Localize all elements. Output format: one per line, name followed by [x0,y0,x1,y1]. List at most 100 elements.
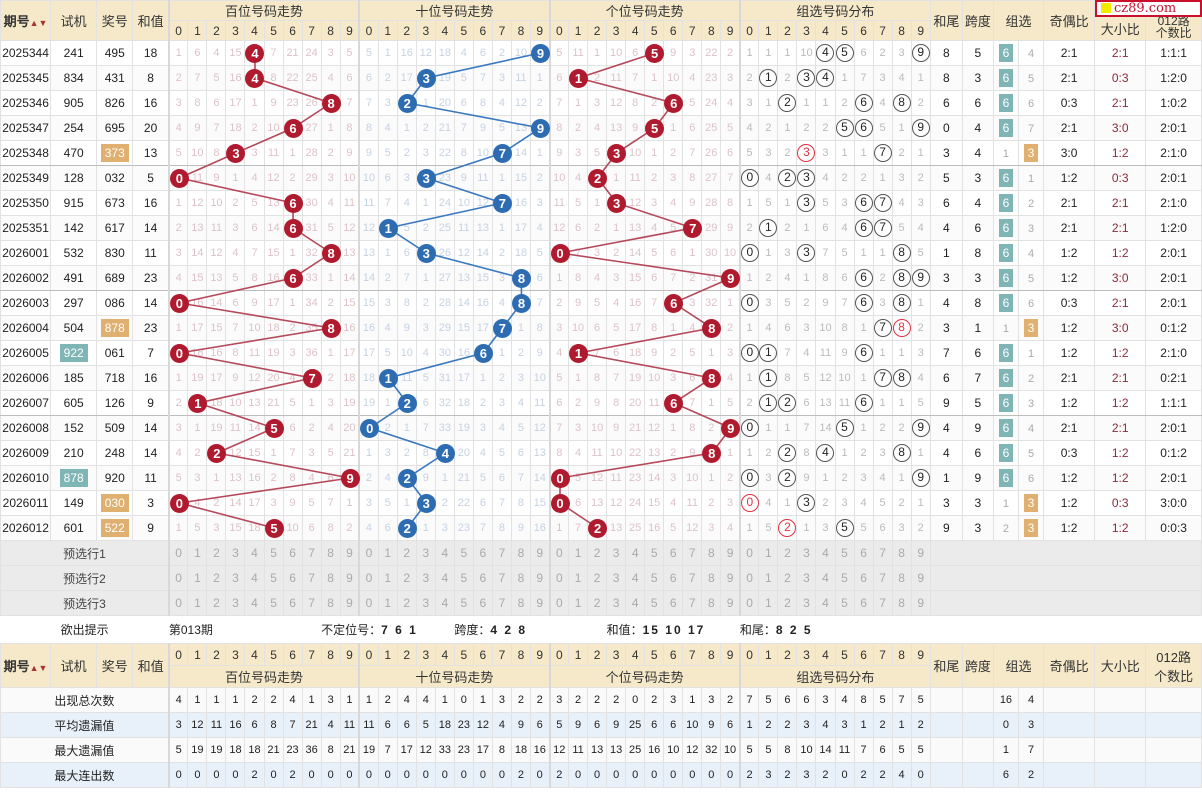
preselect-digit[interactable]: 0 [358,590,379,616]
sort-icon[interactable]: ▲▼ [29,18,48,28]
preselect-digit[interactable]: 7 [491,590,512,616]
preselect-digit[interactable]: 8 [701,590,722,616]
preselect-digit[interactable]: 2 [396,565,417,591]
preselect-digit[interactable]: 4 [625,590,646,616]
preselect-digit[interactable]: 3 [606,540,627,566]
preselect-digit[interactable]: 4 [625,540,646,566]
preselect-digit[interactable]: 8 [320,540,341,566]
preselect-digit[interactable]: 6 [472,565,493,591]
preselect-digit[interactable]: 1 [377,565,398,591]
preselect-digit[interactable]: 7 [682,565,703,591]
preselect-digit[interactable]: 7 [872,540,893,566]
preselect-digit[interactable]: 3 [796,540,817,566]
preselect-digit[interactable]: 2 [777,565,798,591]
preselect-digit[interactable]: 4 [815,565,836,591]
preselect-digit[interactable]: 7 [301,565,322,591]
preselect-digit[interactable]: 5 [644,540,665,566]
preselect-digit[interactable]: 0 [548,565,570,591]
preselect-digit[interactable]: 1 [758,590,779,616]
preselect-digit[interactable]: 3 [415,565,436,591]
preselect-digit[interactable]: 7 [872,565,893,591]
preselect-digit[interactable]: 0 [548,590,570,616]
preselect-digit[interactable]: 4 [625,565,646,591]
preselect-digit[interactable]: 6 [472,540,493,566]
preselect-digit[interactable]: 9 [339,590,360,616]
preselect-digit[interactable]: 2 [396,590,417,616]
preselect-digit[interactable]: 3 [796,590,817,616]
preselect-digit[interactable]: 6 [663,590,684,616]
preselect-digit[interactable]: 1 [377,590,398,616]
preselect-digit[interactable]: 2 [396,540,417,566]
preselect-digit[interactable]: 8 [701,565,722,591]
preselect-digit[interactable]: 7 [491,565,512,591]
preselect-digit[interactable]: 3 [225,565,246,591]
preselect-digit[interactable]: 6 [853,565,874,591]
preselect-digit[interactable]: 0 [738,565,760,591]
preselect-digit[interactable]: 9 [529,540,551,566]
preselect-digit[interactable]: 8 [510,540,531,566]
preselect-digit[interactable]: 3 [225,590,246,616]
preselect-digit[interactable]: 6 [282,565,303,591]
preselect-digit[interactable]: 1 [187,540,208,566]
preselect-digit[interactable]: 5 [453,540,474,566]
preselect-digit[interactable]: 3 [225,540,246,566]
preselect-digit[interactable]: 6 [282,590,303,616]
preselect-digit[interactable]: 6 [663,565,684,591]
preselect-digit[interactable]: 3 [796,565,817,591]
preselect-digit[interactable]: 8 [891,540,912,566]
preselect-digit[interactable]: 7 [872,590,893,616]
preselect-digit[interactable]: 2 [587,590,608,616]
preselect-digit[interactable]: 2 [587,565,608,591]
preselect-digit[interactable]: 9 [720,590,741,616]
site-logo[interactable]: cz89.com [1095,0,1202,17]
preselect-digit[interactable]: 6 [853,540,874,566]
preselect-digit[interactable]: 9 [529,565,551,591]
preselect-digit[interactable]: 8 [510,565,531,591]
preselect-digit[interactable]: 2 [206,565,227,591]
preselect-digit[interactable]: 5 [453,590,474,616]
preselect-digit[interactable]: 9 [910,540,931,566]
preselect-digit[interactable]: 4 [244,590,265,616]
preselect-digit[interactable]: 1 [377,540,398,566]
preselect-digit[interactable]: 4 [244,540,265,566]
preselect-digit[interactable]: 0 [167,540,189,566]
preselect-digit[interactable]: 9 [339,540,360,566]
preselect-digit[interactable]: 0 [167,565,189,591]
preselect-digit[interactable]: 6 [282,540,303,566]
preselect-digit[interactable]: 8 [891,565,912,591]
preselect-digit[interactable]: 7 [491,540,512,566]
preselect-digit[interactable]: 2 [206,590,227,616]
preselect-digit[interactable]: 5 [263,565,284,591]
preselect-digit[interactable]: 2 [587,540,608,566]
preselect-digit[interactable]: 5 [644,590,665,616]
preselect-digit[interactable]: 6 [663,540,684,566]
preselect-digit[interactable]: 0 [358,565,379,591]
preselect-digit[interactable]: 9 [910,565,931,591]
preselect-digit[interactable]: 4 [815,590,836,616]
preselect-digit[interactable]: 7 [682,540,703,566]
preselect-digit[interactable]: 2 [777,540,798,566]
preselect-digit[interactable]: 9 [720,565,741,591]
preselect-digit[interactable]: 5 [644,565,665,591]
preselect-digit[interactable]: 1 [568,540,589,566]
preselect-digit[interactable]: 7 [301,590,322,616]
preselect-digit[interactable]: 5 [263,590,284,616]
preselect-digit[interactable]: 4 [244,565,265,591]
preselect-digit[interactable]: 9 [720,540,741,566]
preselect-digit[interactable]: 4 [434,565,455,591]
preselect-digit[interactable]: 6 [853,590,874,616]
preselect-digit[interactable]: 8 [320,590,341,616]
preselect-digit[interactable]: 0 [358,540,379,566]
preselect-digit[interactable]: 0 [738,540,760,566]
preselect-digit[interactable]: 3 [606,590,627,616]
preselect-digit[interactable]: 9 [339,565,360,591]
preselect-digit[interactable]: 2 [777,590,798,616]
preselect-digit[interactable]: 6 [472,590,493,616]
preselect-digit[interactable]: 1 [568,590,589,616]
preselect-digit[interactable]: 7 [682,590,703,616]
preselect-digit[interactable]: 5 [453,565,474,591]
preselect-digit[interactable]: 3 [606,565,627,591]
preselect-digit[interactable]: 4 [434,540,455,566]
preselect-digit[interactable]: 0 [738,590,760,616]
preselect-digit[interactable]: 1 [568,565,589,591]
